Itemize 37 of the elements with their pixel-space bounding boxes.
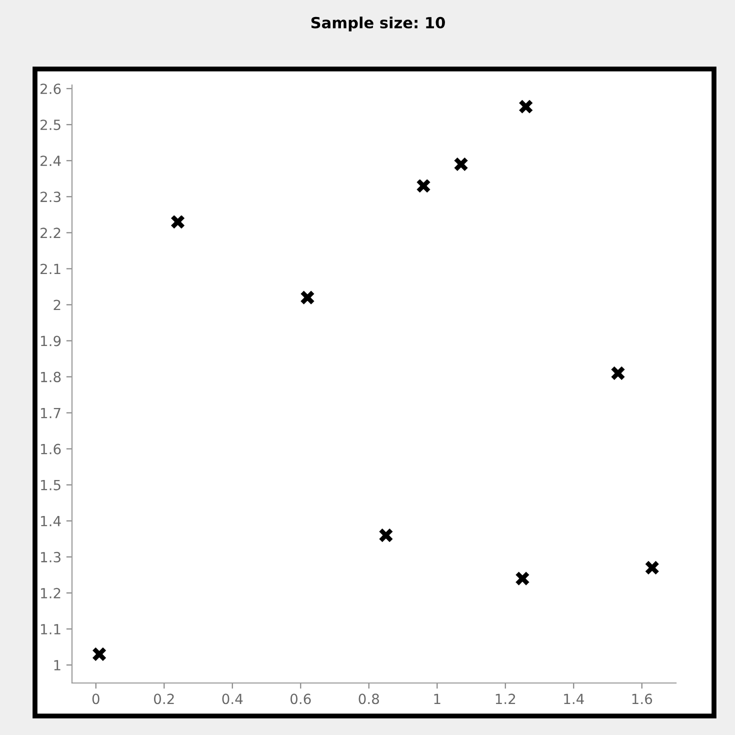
y-tick-label: 1.3 bbox=[41, 552, 60, 562]
y-tick-label: 1.9 bbox=[41, 336, 61, 346]
point bbox=[378, 528, 394, 543]
y-tick-label: 1.8 bbox=[41, 372, 61, 382]
x-tick-label: 0.2 bbox=[154, 694, 174, 704]
y-tick-label: 2.3 bbox=[40, 192, 60, 202]
y-tick-label: 1.1 bbox=[41, 624, 60, 634]
point bbox=[514, 570, 530, 586]
point bbox=[610, 366, 626, 381]
y-tick-label: 2.6 bbox=[40, 84, 61, 94]
x-tick-label: 1.4 bbox=[564, 694, 584, 704]
point bbox=[416, 178, 432, 194]
y-tick-label: 2 bbox=[54, 300, 60, 310]
x-tick-label: 0.6 bbox=[290, 694, 311, 704]
y-tick-label: 2.1 bbox=[40, 264, 60, 274]
y-tick-label: 1.2 bbox=[41, 588, 60, 598]
y-tick-label: 2.2 bbox=[40, 228, 60, 238]
x-tick-label: 0 bbox=[92, 694, 100, 704]
x-tick-label: 1 bbox=[434, 694, 440, 704]
y-tick-label: 1.5 bbox=[41, 480, 60, 490]
x-tick-label: 1.2 bbox=[496, 694, 516, 704]
point bbox=[518, 98, 534, 114]
y-tick-label: 1.7 bbox=[41, 408, 60, 418]
y-tick-label: 1 bbox=[54, 660, 60, 670]
point bbox=[92, 646, 107, 662]
x-tick-label: 1.6 bbox=[632, 694, 652, 704]
point bbox=[170, 214, 186, 230]
y-tick-label: 2.5 bbox=[40, 120, 60, 130]
y-tick-label: 2.4 bbox=[40, 156, 61, 166]
chart-title: Sample size: 10 bbox=[311, 16, 445, 32]
point bbox=[644, 560, 660, 576]
y-tick-label: 1.4 bbox=[41, 516, 61, 526]
x-tick-label: 0.4 bbox=[222, 694, 243, 704]
point bbox=[300, 290, 316, 306]
y-tick-label: 1.6 bbox=[41, 444, 61, 454]
x-tick-label: 0.8 bbox=[358, 694, 379, 704]
point bbox=[453, 156, 469, 172]
